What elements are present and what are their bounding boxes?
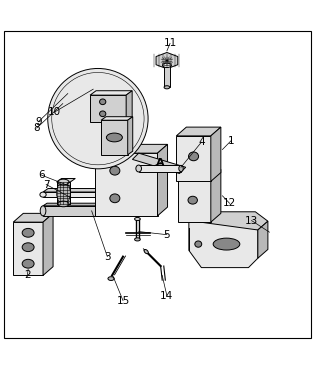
Text: 2: 2 [24, 270, 31, 280]
Text: 9: 9 [35, 117, 42, 127]
Ellipse shape [22, 259, 34, 268]
Bar [176, 136, 211, 182]
Bar [43, 206, 140, 216]
Ellipse shape [110, 166, 120, 175]
Ellipse shape [213, 238, 240, 250]
Ellipse shape [106, 133, 122, 142]
Text: A: A [156, 158, 165, 168]
Text: 8: 8 [33, 123, 40, 133]
Polygon shape [43, 213, 53, 275]
Ellipse shape [58, 201, 69, 207]
Text: 11: 11 [163, 38, 177, 48]
Ellipse shape [164, 86, 170, 89]
Bar [139, 165, 181, 172]
Polygon shape [43, 189, 145, 192]
Text: 3: 3 [104, 252, 111, 262]
Ellipse shape [58, 179, 69, 185]
Ellipse shape [163, 63, 171, 68]
Bar [43, 192, 140, 197]
Ellipse shape [136, 165, 141, 172]
Ellipse shape [40, 192, 46, 197]
Ellipse shape [188, 196, 198, 204]
Polygon shape [156, 52, 178, 69]
Bar [95, 153, 158, 216]
Polygon shape [13, 213, 53, 222]
Polygon shape [258, 221, 268, 258]
Circle shape [48, 69, 148, 169]
Ellipse shape [108, 277, 114, 280]
Ellipse shape [110, 194, 120, 203]
Bar [178, 178, 211, 222]
Polygon shape [189, 221, 258, 268]
Ellipse shape [100, 111, 106, 117]
Text: 4: 4 [198, 137, 205, 147]
Text: 1: 1 [228, 135, 234, 146]
Text: 6: 6 [38, 170, 45, 180]
Polygon shape [90, 91, 132, 95]
Ellipse shape [195, 241, 202, 247]
Ellipse shape [189, 152, 198, 161]
Ellipse shape [56, 182, 70, 204]
Polygon shape [158, 144, 168, 216]
Ellipse shape [22, 228, 34, 237]
Polygon shape [43, 203, 144, 206]
Polygon shape [56, 179, 75, 182]
Polygon shape [211, 169, 221, 222]
Ellipse shape [179, 165, 183, 172]
Text: 14: 14 [160, 291, 174, 301]
Ellipse shape [138, 192, 143, 197]
Bar [56, 182, 70, 204]
Text: 7: 7 [43, 179, 49, 190]
Polygon shape [126, 91, 132, 122]
Bar [90, 95, 126, 122]
Ellipse shape [40, 206, 46, 216]
Text: 10: 10 [48, 107, 60, 117]
Text: 12: 12 [223, 198, 236, 208]
Polygon shape [132, 153, 186, 173]
Bar [164, 65, 170, 87]
Polygon shape [211, 127, 221, 182]
Polygon shape [101, 117, 133, 120]
Polygon shape [176, 127, 221, 136]
Bar [13, 222, 43, 275]
Ellipse shape [135, 217, 140, 221]
Polygon shape [95, 144, 168, 153]
Ellipse shape [135, 238, 140, 241]
Polygon shape [128, 117, 133, 155]
Ellipse shape [144, 249, 148, 254]
Text: 5: 5 [163, 230, 170, 240]
Bar [101, 120, 128, 155]
Polygon shape [189, 212, 268, 230]
Ellipse shape [100, 99, 106, 104]
Ellipse shape [22, 243, 34, 252]
Text: 13: 13 [245, 215, 258, 225]
Text: 15: 15 [116, 296, 130, 306]
Polygon shape [178, 169, 221, 178]
